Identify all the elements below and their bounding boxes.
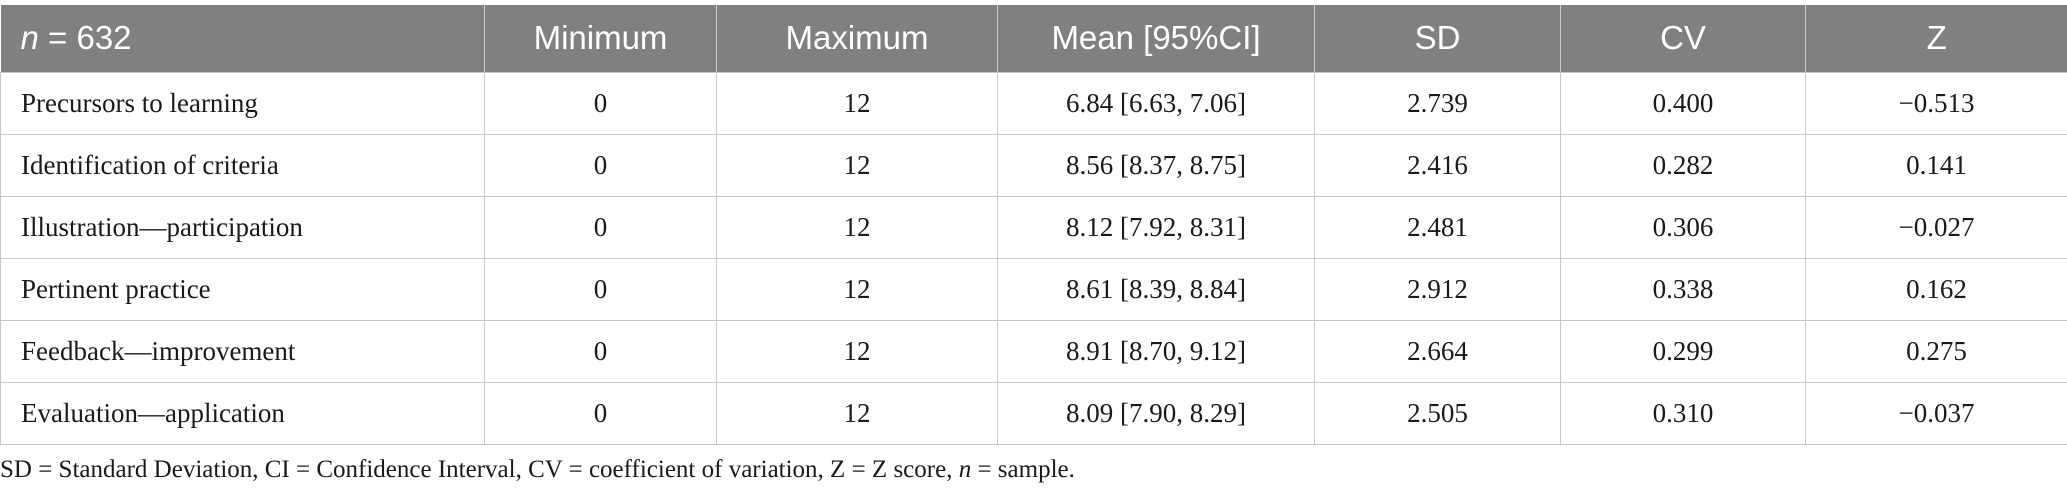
cell-maximum: 12	[716, 381, 998, 445]
footnote-n-symbol: n	[958, 456, 972, 483]
footnote-tail: = sample.	[971, 456, 1075, 483]
cell-cv: 0.310	[1560, 381, 1806, 445]
cell-sd: 2.912	[1314, 257, 1561, 321]
table-row: Illustration—participation 0 12 8.12 [7.…	[0, 195, 2067, 259]
cell-sd: 2.505	[1314, 381, 1561, 445]
sample-size-header: n = 632	[0, 5, 485, 72]
row-label: Pertinent practice	[0, 257, 485, 321]
statistics-table: n = 632 Minimum Maximum Mean [95%CI] SD …	[0, 5, 2067, 445]
cell-cv: 0.306	[1560, 195, 1806, 259]
row-label: Precursors to learning	[0, 71, 485, 135]
cell-cv: 0.338	[1560, 257, 1806, 321]
cell-z: −0.027	[1805, 195, 2067, 259]
row-label: Evaluation—application	[0, 381, 485, 445]
cell-minimum: 0	[484, 319, 717, 383]
cell-sd: 2.739	[1314, 71, 1561, 135]
cell-sd: 2.416	[1314, 133, 1561, 197]
cell-sd: 2.664	[1314, 319, 1561, 383]
column-header-mean-ci: Mean [95%CI]	[997, 5, 1315, 72]
cell-z: −0.513	[1805, 71, 2067, 135]
cell-minimum: 0	[484, 133, 717, 197]
table-header-row: n = 632 Minimum Maximum Mean [95%CI] SD …	[0, 5, 2067, 72]
column-header-minimum: Minimum	[484, 5, 717, 72]
cell-cv: 0.400	[1560, 71, 1806, 135]
cell-minimum: 0	[484, 195, 717, 259]
row-label: Illustration—participation	[0, 195, 485, 259]
cell-z: 0.275	[1805, 319, 2067, 383]
row-label: Identification of criteria	[0, 133, 485, 197]
footnote-text: SD = Standard Deviation, CI = Confidence…	[0, 456, 959, 483]
cell-maximum: 12	[716, 71, 998, 135]
cell-mean-ci: 8.91 [8.70, 9.12]	[997, 319, 1315, 383]
cell-maximum: 12	[716, 257, 998, 321]
column-header-sd: SD	[1314, 5, 1561, 72]
cell-mean-ci: 8.56 [8.37, 8.75]	[997, 133, 1315, 197]
sample-size-value: = 632	[38, 19, 132, 57]
cell-mean-ci: 6.84 [6.63, 7.06]	[997, 71, 1315, 135]
cell-maximum: 12	[716, 133, 998, 197]
column-header-maximum: Maximum	[716, 5, 998, 72]
cell-mean-ci: 8.61 [8.39, 8.84]	[997, 257, 1315, 321]
cell-cv: 0.282	[1560, 133, 1806, 197]
table-row: Precursors to learning 0 12 6.84 [6.63, …	[0, 71, 2067, 135]
table-footnote: SD = Standard Deviation, CI = Confidence…	[0, 456, 1075, 484]
table-row: Evaluation—application 0 12 8.09 [7.90, …	[0, 381, 2067, 445]
cell-minimum: 0	[484, 71, 717, 135]
cell-minimum: 0	[484, 381, 717, 445]
column-header-z: Z	[1805, 5, 2067, 72]
column-header-cv: CV	[1560, 5, 1806, 72]
table-row: Identification of criteria 0 12 8.56 [8.…	[0, 133, 2067, 197]
n-symbol: n	[20, 19, 39, 57]
cell-maximum: 12	[716, 195, 998, 259]
table-row: Feedback—improvement 0 12 8.91 [8.70, 9.…	[0, 319, 2067, 383]
cell-z: 0.162	[1805, 257, 2067, 321]
table-row: Pertinent practice 0 12 8.61 [8.39, 8.84…	[0, 257, 2067, 321]
cell-mean-ci: 8.12 [7.92, 8.31]	[997, 195, 1315, 259]
cell-maximum: 12	[716, 319, 998, 383]
row-label: Feedback—improvement	[0, 319, 485, 383]
cell-minimum: 0	[484, 257, 717, 321]
cell-z: 0.141	[1805, 133, 2067, 197]
cell-cv: 0.299	[1560, 319, 1806, 383]
cell-z: −0.037	[1805, 381, 2067, 445]
cell-sd: 2.481	[1314, 195, 1561, 259]
cell-mean-ci: 8.09 [7.90, 8.29]	[997, 381, 1315, 445]
